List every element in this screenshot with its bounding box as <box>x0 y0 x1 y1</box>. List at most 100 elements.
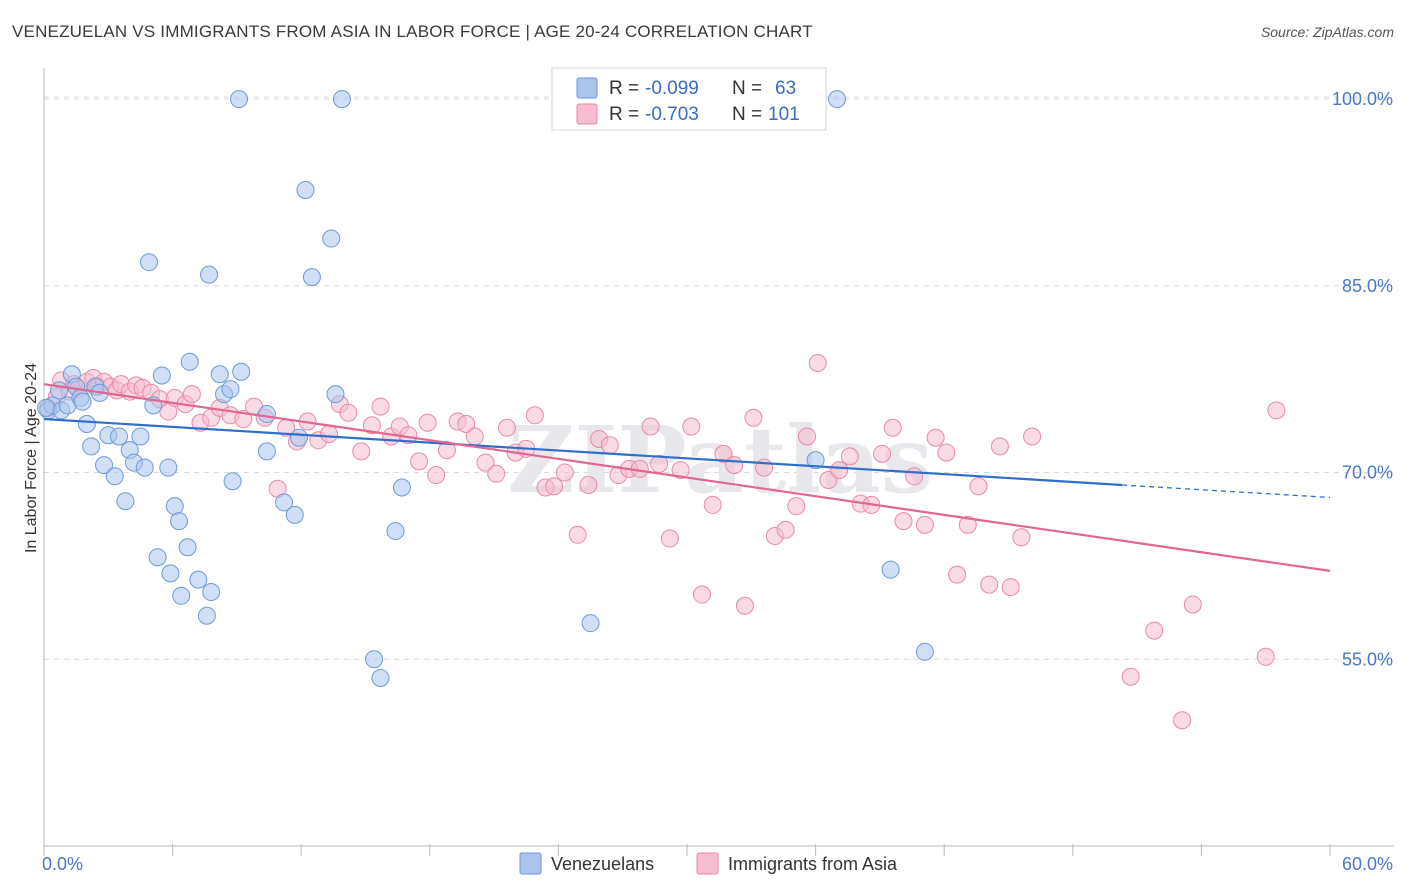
data-point-immigrants-from-asia <box>958 515 977 534</box>
data-point-venezuelans <box>172 586 191 605</box>
data-point-venezuelans <box>296 180 315 199</box>
data-point-immigrants-from-asia <box>352 442 371 461</box>
data-point-immigrants-from-asia <box>568 525 587 544</box>
data-point-immigrants-from-asia <box>410 452 429 471</box>
series-immigrants-from-asia-points <box>39 354 1286 730</box>
data-point-venezuelans <box>152 366 171 385</box>
y-tick-label: 55.0% <box>1342 649 1393 669</box>
data-point-immigrants-from-asia <box>926 428 945 447</box>
tick-label-layer: 55.0% 70.0% 85.0% 100.0% 0.0% 60.0% <box>42 89 1393 874</box>
data-point-immigrants-from-asia <box>744 408 763 427</box>
data-point-venezuelans <box>159 458 178 477</box>
data-point-immigrants-from-asia <box>487 464 506 483</box>
data-point-immigrants-from-asia <box>1173 711 1192 730</box>
data-point-immigrants-from-asia <box>905 467 924 486</box>
data-point-immigrants-from-asia <box>725 456 744 475</box>
data-point-venezuelans <box>275 493 294 512</box>
trend-line-venezuelans-extension <box>1122 484 1331 499</box>
stats-r-label-pink: R = <box>609 104 639 125</box>
data-point-immigrants-from-asia <box>798 427 817 446</box>
data-point-immigrants-from-asia <box>427 466 446 485</box>
series-legend-swatch-venezuelans <box>519 852 542 875</box>
stats-legend-swatch-pink <box>576 103 598 125</box>
chart-title: VENEZUELAN VS IMMIGRANTS FROM ASIA IN LA… <box>12 22 813 41</box>
data-point-venezuelans <box>257 442 276 461</box>
data-point-venezuelans <box>581 614 600 633</box>
trend-layer <box>43 383 1331 572</box>
data-point-immigrants-from-asia <box>937 443 956 462</box>
data-point-venezuelans <box>105 467 124 486</box>
data-point-venezuelans <box>326 385 345 404</box>
data-point-venezuelans <box>82 437 101 456</box>
data-point-immigrants-from-asia <box>776 520 795 539</box>
data-point-venezuelans <box>110 427 129 446</box>
data-point-venezuelans <box>202 583 221 602</box>
data-point-immigrants-from-asia <box>339 403 358 422</box>
data-point-venezuelans <box>881 560 900 579</box>
data-point-immigrants-from-asia <box>808 354 827 373</box>
data-point-immigrants-from-asia <box>641 417 660 436</box>
trend-line-immigrants-from-asia <box>43 383 1331 572</box>
data-point-venezuelans <box>161 564 180 583</box>
data-point-venezuelans <box>116 492 135 511</box>
data-point-immigrants-from-asia <box>1145 621 1164 640</box>
data-point-immigrants-from-asia <box>693 585 712 604</box>
data-point-immigrants-from-asia <box>320 424 339 443</box>
data-point-venezuelans <box>302 268 321 287</box>
stats-n-value-pink: 101 <box>768 104 800 125</box>
data-point-immigrants-from-asia <box>579 476 598 495</box>
data-point-venezuelans <box>322 229 341 248</box>
data-point-venezuelans <box>178 538 197 557</box>
data-point-venezuelans <box>915 642 934 661</box>
data-point-venezuelans <box>332 90 351 109</box>
data-point-immigrants-from-asia <box>714 444 733 463</box>
trend-line-venezuelans <box>43 417 1123 487</box>
data-point-venezuelans <box>77 415 96 434</box>
data-point-venezuelans <box>180 352 199 371</box>
data-point-immigrants-from-asia <box>894 512 913 531</box>
y-tick-label: 100.0% <box>1332 89 1393 109</box>
data-point-venezuelans <box>131 427 150 446</box>
data-point-venezuelans <box>285 505 304 524</box>
data-point-venezuelans <box>197 606 216 625</box>
data-point-immigrants-from-asia <box>1256 647 1275 666</box>
series-venezuelans-points <box>37 90 934 687</box>
y-tick-label: 70.0% <box>1342 463 1393 483</box>
series-legend-label-immigrants-from-asia: Immigrants from Asia <box>728 854 898 874</box>
data-point-immigrants-from-asia <box>755 458 774 477</box>
data-point-immigrants-from-asia <box>1012 528 1031 547</box>
y-axis-title: In Labor Force | Age 20-24 <box>23 363 40 553</box>
data-point-venezuelans <box>200 265 219 284</box>
axis-layer <box>43 68 1394 856</box>
data-point-immigrants-from-asia <box>682 417 701 436</box>
stats-r-label-blue: R = <box>609 78 639 99</box>
data-point-immigrants-from-asia <box>476 453 495 472</box>
data-point-venezuelans <box>290 428 309 447</box>
data-point-immigrants-from-asia <box>883 418 902 437</box>
data-point-immigrants-from-asia <box>660 529 679 548</box>
data-point-immigrants-from-asia <box>990 437 1009 456</box>
data-point-immigrants-from-asia <box>418 413 437 432</box>
data-point-immigrants-from-asia <box>873 444 892 463</box>
stats-legend: R = -0.099 N = 63 R = -0.703 N = 101 <box>551 67 827 131</box>
data-point-immigrants-from-asia <box>915 515 934 534</box>
data-point-immigrants-from-asia <box>1023 427 1042 446</box>
data-point-immigrants-from-asia <box>600 436 619 455</box>
series-legend-swatch-immigrants-from-asia <box>696 852 719 875</box>
data-point-immigrants-from-asia <box>671 461 690 480</box>
data-point-venezuelans <box>95 456 114 475</box>
data-point-immigrants-from-asia <box>1183 595 1202 614</box>
data-point-immigrants-from-asia <box>969 477 988 496</box>
data-point-immigrants-from-asia <box>362 416 381 435</box>
data-point-venezuelans <box>365 650 384 669</box>
data-point-venezuelans <box>135 458 154 477</box>
data-point-venezuelans <box>257 405 276 424</box>
data-point-venezuelans <box>371 668 390 687</box>
data-point-venezuelans <box>392 478 411 497</box>
data-point-immigrants-from-asia <box>787 497 806 516</box>
data-point-immigrants-from-asia <box>703 495 722 514</box>
data-point-venezuelans <box>148 548 167 567</box>
stats-n-value-blue: 63 <box>775 78 796 99</box>
data-point-immigrants-from-asia <box>830 461 849 480</box>
